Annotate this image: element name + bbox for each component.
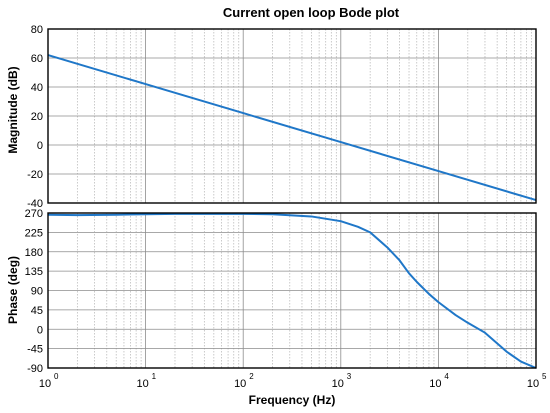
x-tick-exponent: 4 (444, 372, 449, 381)
x-tick-label: 10 (136, 378, 148, 390)
phase-axis-label: Phase (deg) (6, 256, 20, 324)
y-tick-label: 270 (25, 208, 43, 220)
data-series-line (47, 54, 537, 202)
frequency-axis-label: Frequency (Hz) (249, 393, 336, 407)
x-tick-exponent: 0 (54, 372, 59, 381)
y-tick-label: -90 (27, 363, 43, 375)
x-tick-label: 10 (234, 378, 246, 390)
x-tick-exponent: 5 (542, 372, 547, 381)
chart-title: Current open loop Bode plot (223, 5, 400, 20)
x-tick-label: 10 (429, 378, 441, 390)
y-tick-label: 60 (31, 53, 43, 65)
x-tick-exponent: 1 (152, 372, 157, 381)
magnitude-axis-label: Magnitude (dB) (6, 66, 20, 153)
x-tick-label: 10 (527, 378, 539, 390)
magnitude-panel: 80 60 40 20 0 -20 -40 (27, 24, 537, 210)
y-tick-label: -40 (27, 198, 43, 210)
y-tick-label: -20 (27, 169, 43, 181)
plot-frame (47, 28, 537, 204)
y-tick-label: -45 (27, 344, 43, 356)
y-tick-label: 0 (37, 140, 43, 152)
x-tick-exponent: 3 (347, 372, 352, 381)
y-tick-label: 0 (37, 324, 43, 336)
x-tick-label: 10 (39, 378, 51, 390)
x-tick-exponent: 2 (249, 372, 254, 381)
y-tick-label: 80 (31, 24, 43, 36)
phase-panel: 27022518013590450-45-9010010110210310410… (25, 208, 547, 390)
y-tick-label: 45 (31, 305, 43, 317)
x-tick-label: 10 (332, 378, 344, 390)
plot-frame (47, 212, 537, 369)
y-tick-label: 40 (31, 82, 43, 94)
y-tick-label: 20 (31, 111, 43, 123)
y-tick-label: 225 (25, 227, 43, 239)
y-tick-label: 135 (25, 266, 43, 278)
y-tick-label: 90 (31, 286, 43, 298)
data-series-line (47, 212, 537, 369)
y-tick-label: 180 (25, 247, 43, 259)
